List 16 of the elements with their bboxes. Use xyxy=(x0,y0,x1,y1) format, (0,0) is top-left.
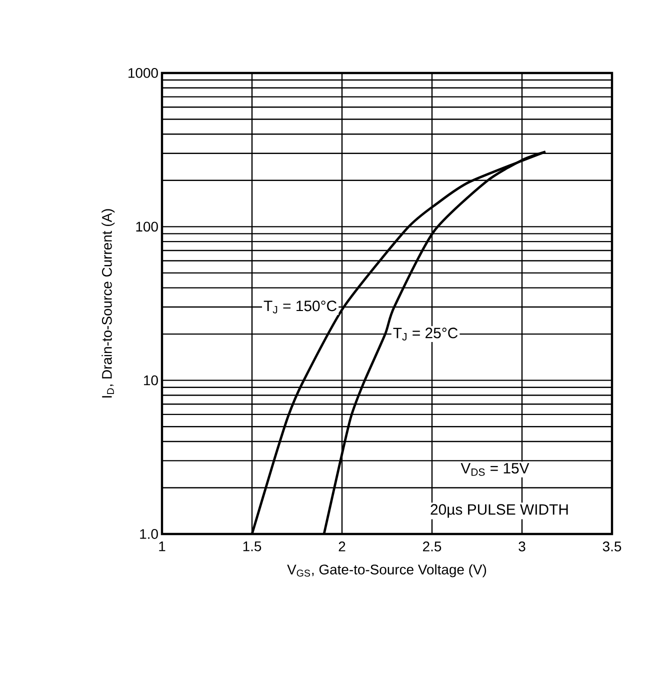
y-tick-label: 100 xyxy=(136,222,158,232)
x-tick-label: 1.5 xyxy=(243,542,262,552)
y-axis-title: I$_{D}$, Drain-to-Source Current (A) xyxy=(102,209,115,398)
annotation: 20µs PULSE WIDTH xyxy=(430,504,568,518)
x-tick-label: 1 xyxy=(159,542,166,552)
y-tick-label: 1.0 xyxy=(140,529,158,539)
y-tick-label: 1000 xyxy=(128,68,158,78)
x-tick-label: 3 xyxy=(518,542,526,552)
x-tick-label: 2.5 xyxy=(423,542,442,552)
x-axis-title: V$_{GS}$, Gate-to-Source Voltage (V) xyxy=(287,564,486,578)
y-tick-label: 10 xyxy=(144,375,158,386)
x-tick-label: 3.5 xyxy=(602,542,622,552)
series-label: T$_{J}$ = 25°C xyxy=(393,328,458,340)
annotation: V$_{DS}$ = 15V xyxy=(460,463,530,476)
x-tick-label: 2 xyxy=(338,542,346,552)
series-label: T$_{J}$ = 150°C xyxy=(264,300,337,314)
